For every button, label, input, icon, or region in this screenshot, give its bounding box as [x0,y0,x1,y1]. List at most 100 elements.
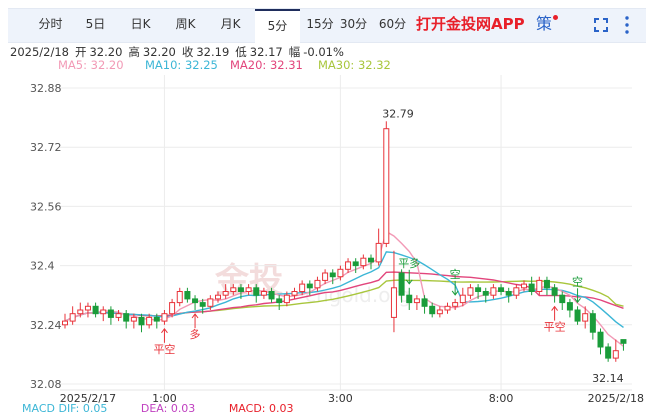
candle-body [521,283,527,289]
candle-body [413,298,420,304]
candle-body [589,313,596,333]
candle-body [283,294,290,304]
candle-body [551,287,558,296]
candle-body [429,305,436,315]
candle-body [169,302,176,315]
info-date: 2025/2/18 [10,45,69,59]
x-tick-label: 1:00 [152,392,177,405]
candle-body [383,128,390,244]
candle-body [528,283,535,293]
candle-body [130,316,137,322]
candle-body [582,313,589,322]
x-tick-label: 3:00 [328,392,353,405]
candle-body [322,272,329,281]
candle-body [84,305,91,311]
y-tick-label: 32.56 [30,200,62,213]
candle-body [230,287,237,292]
tab-30min[interactable]: 30分 [339,17,368,31]
macd-dif: MACD DIF: 0.05 [22,402,108,415]
candle-body [161,313,168,322]
ma5-legend: MA5: 32.20 [58,58,124,72]
arrow-down-icon [451,290,459,296]
tab-5min[interactable]: 5分 [255,9,300,44]
candle-body [314,279,321,289]
ma20-legend: MA20: 32.31 [230,58,303,72]
tab-intraday[interactable]: 分时 [38,17,63,31]
candle-body [566,302,573,311]
fullscreen-icon[interactable] [594,18,608,32]
tab-5day[interactable]: 5日 [85,17,106,31]
y-tick-label: 32.4 [30,260,55,273]
signal-label: 空 [450,267,461,281]
ohlc-info: 2025/2/18 开 32.20 高 32.20 收 32.19 低 32.17 幅 -0.01% [10,44,350,60]
candle-body [245,287,252,292]
candle-body [498,287,505,292]
ma30-legend: MA30: 32.32 [318,58,391,72]
candle-body [436,309,443,315]
candle-body [574,309,581,322]
candle-body [115,313,122,318]
open-value: 32.20 [89,45,123,59]
macd-value: MACD: 0.03 [228,402,294,415]
candle-body [306,283,313,289]
candle-body [146,316,153,326]
candle-body [559,294,566,304]
open-app-link[interactable]: 打开金投网APP [416,15,525,33]
candle-body [398,272,405,296]
tab-weekly-k[interactable]: 周K [175,17,196,31]
candle-body [368,257,374,263]
y-tick-label: 32.88 [30,82,62,95]
candle-body [107,309,114,318]
candle-body [406,294,413,304]
candle-body [192,298,199,304]
candle-body [69,313,76,322]
high-label: 高 [128,45,140,59]
close-label: 收 [181,45,194,59]
change-label: 幅 [288,45,301,59]
min-price-label: 32.14 [592,372,624,385]
candle-body [390,287,397,318]
tab-monthly-k[interactable]: 月K [220,17,241,31]
candle-body [597,331,604,348]
candle-body [199,302,206,307]
candle-body [153,316,160,322]
more-vertical-icon[interactable] [624,15,630,35]
candle-body [299,283,306,293]
change-value: -0.01% [303,45,344,59]
signal-label: 空 [572,274,583,288]
candle-body [276,298,283,304]
ma10-legend: MA10: 32.25 [145,58,218,72]
tab-15min[interactable]: 15分 [306,17,334,31]
candle-body [222,291,229,296]
candle-body [513,287,520,296]
strategy-button[interactable]: 策 [536,14,553,33]
candle-body [237,287,244,292]
tab-60min[interactable]: 60分 [378,17,407,31]
arrow-down-icon [574,298,581,304]
candle-body [123,313,130,322]
candle-body [100,309,107,315]
candle-body [536,279,543,292]
candle-body [605,346,612,359]
candle-body [490,287,497,296]
candle-body [352,261,359,267]
x-tick-label: 2025/2/17 [60,392,116,405]
y-tick-label: 32.24 [30,319,62,332]
candle-body [620,339,627,344]
candle-body [612,350,619,359]
y-tick-label: 32.72 [30,141,62,154]
candle-body [260,291,267,296]
close-value: 32.19 [196,45,230,59]
candle-body [345,261,352,270]
candle-body [467,287,474,296]
low-value: 32.17 [249,45,283,59]
x-tick-label: 2025/2/18 [588,392,644,405]
candle-body [329,272,336,278]
tab-daily-k[interactable]: 日K [130,17,151,31]
y-tick-label: 32.08 [30,378,62,391]
arrow-down-icon [405,279,413,285]
candle-body [138,316,145,326]
candle-body [444,305,451,311]
arrow-up-icon [161,327,168,334]
